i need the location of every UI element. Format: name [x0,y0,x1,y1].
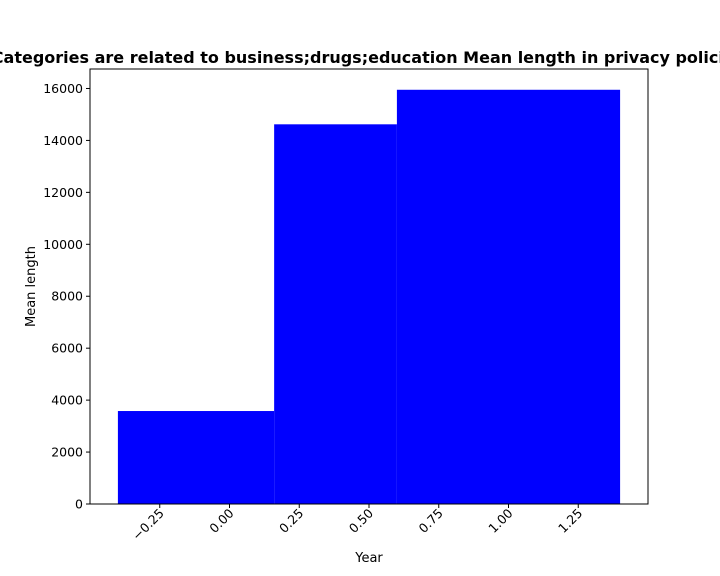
chart-title: Categories are related to business;drugs… [0,48,720,67]
x-tick-label: 0.00 [206,505,236,535]
y-tick-label: 0 [75,497,83,512]
y-tick-label: 16000 [43,81,83,96]
y-tick-label: 10000 [43,237,83,252]
bar-2 [274,124,397,505]
y-tick-label: 6000 [51,341,83,356]
x-tick-label: 0.75 [416,506,446,536]
y-tick-label: 14000 [43,133,83,148]
x-tick-label: 0.50 [346,505,376,535]
x-axis-label: Year [354,551,383,566]
x-axis: −0.25 0.00 0.25 0.50 0.75 1.00 1.25 [129,504,585,543]
x-tick-label: 1.00 [485,505,515,535]
y-tick-label: 8000 [51,289,83,304]
y-tick-label: 4000 [51,393,83,408]
bars-layer [117,89,621,505]
x-tick-label: 1.25 [555,506,585,536]
x-tick-label: −0.25 [129,506,167,544]
x-tick-label: 0.25 [276,506,306,536]
y-tick-label: 2000 [51,445,83,460]
bar-1 [117,411,275,504]
y-axis-label: Mean length [24,246,39,327]
y-axis: 0 2000 4000 6000 8000 10000 12000 14000 16000 [43,81,90,512]
bar-3 [396,89,621,504]
y-tick-label: 12000 [43,185,83,200]
